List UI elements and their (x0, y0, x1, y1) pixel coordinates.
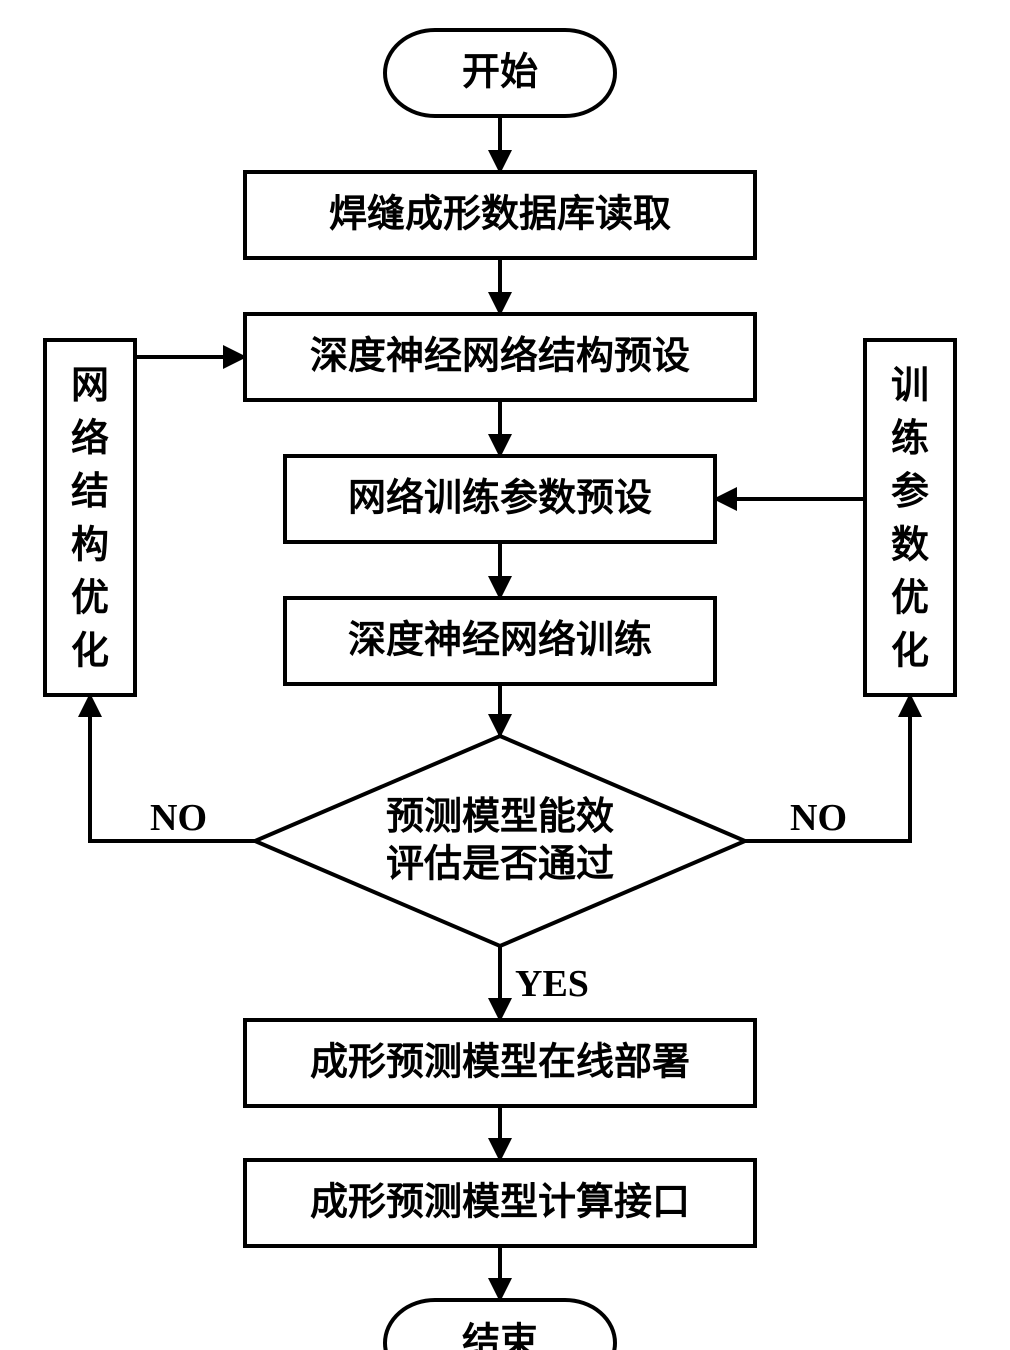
svg-text:评估是否通过: 评估是否通过 (386, 843, 614, 885)
node-dec: 预测模型能效评估是否通过 (255, 736, 745, 946)
svg-text:开始: 开始 (462, 52, 538, 94)
edge-label: YES (515, 963, 589, 1005)
node-n6: 成形预测模型计算接口 (245, 1160, 755, 1246)
node-end: 结束 (385, 1300, 615, 1350)
node-start: 开始 (385, 30, 615, 116)
svg-text:预测模型能效: 预测模型能效 (386, 796, 614, 838)
node-right: 训练参数优化 (865, 340, 955, 695)
svg-text:优: 优 (891, 578, 929, 620)
node-n2: 深度神经网络结构预设 (245, 314, 755, 400)
node-left: 网络结构优化 (45, 340, 135, 695)
svg-text:焊缝成形数据库读取: 焊缝成形数据库读取 (329, 194, 671, 236)
svg-text:结: 结 (71, 471, 109, 513)
svg-text:网络训练参数预设: 网络训练参数预设 (348, 477, 652, 520)
node-n1: 焊缝成形数据库读取 (245, 172, 755, 258)
svg-text:化: 化 (71, 631, 109, 673)
svg-text:训: 训 (891, 365, 929, 407)
node-n4: 深度神经网络训练 (285, 598, 715, 684)
svg-text:结束: 结束 (462, 1322, 538, 1350)
edges: YES NO NO (90, 116, 910, 1300)
svg-text:参: 参 (891, 471, 929, 513)
node-n5: 成形预测模型在线部署 (245, 1020, 755, 1106)
svg-text:数: 数 (891, 524, 929, 566)
svg-text:深度神经网络结构预设: 深度神经网络结构预设 (310, 335, 690, 378)
edge-label: NO (150, 797, 207, 839)
svg-text:成形预测模型在线部署: 成形预测模型在线部署 (310, 1042, 690, 1084)
svg-text:化: 化 (891, 631, 929, 673)
svg-text:深度神经网络训练: 深度神经网络训练 (348, 619, 652, 662)
svg-text:网: 网 (71, 365, 109, 407)
edge-label: NO (790, 797, 847, 839)
svg-text:练: 练 (891, 418, 929, 460)
svg-text:成形预测模型计算接口: 成形预测模型计算接口 (310, 1182, 690, 1224)
svg-text:优: 优 (71, 578, 109, 620)
node-n3: 网络训练参数预设 (285, 456, 715, 542)
svg-text:络: 络 (71, 417, 109, 460)
svg-text:构: 构 (71, 524, 109, 566)
